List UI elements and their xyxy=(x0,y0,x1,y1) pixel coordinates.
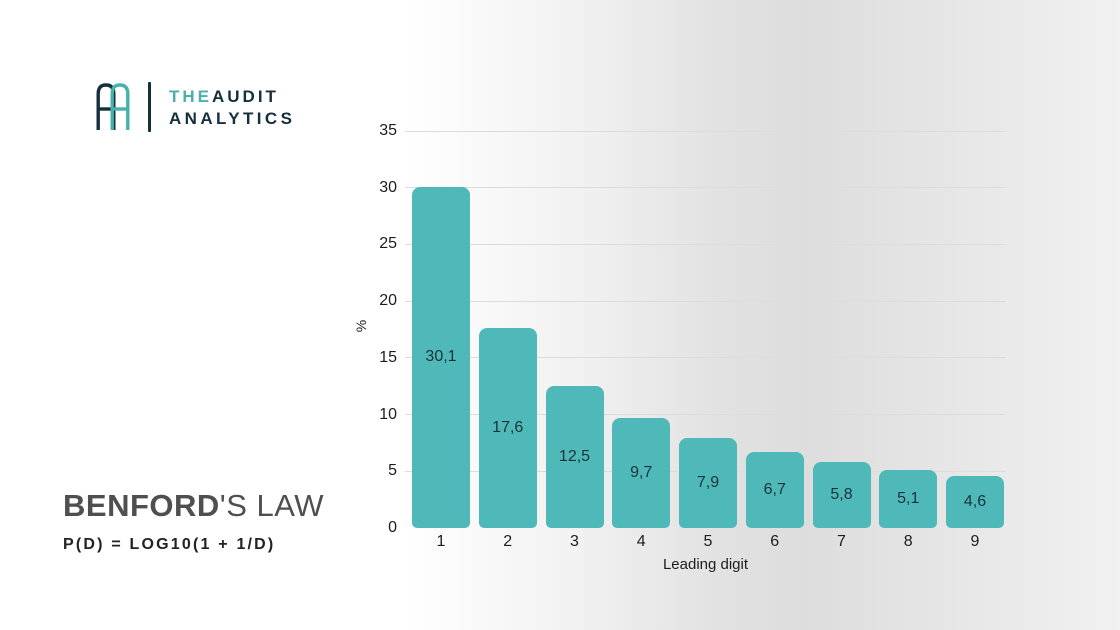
bar-digit-3 xyxy=(545,386,604,528)
logo-word-audit: AUDIT xyxy=(212,86,279,106)
benford-formula: P(D) = LOG10(1 + 1/D) xyxy=(63,536,276,553)
gridline-35 xyxy=(405,130,1006,132)
y-tick-label-35: 35 xyxy=(379,122,397,139)
logo: THEAUDIT ANALYTICS xyxy=(96,82,295,132)
bar-digit-5 xyxy=(679,438,737,528)
x-tick-label-1: 1 xyxy=(436,533,446,550)
bar-digit-4 xyxy=(612,417,671,528)
x-tick-label-3: 3 xyxy=(570,533,579,550)
bar-digit-9 xyxy=(946,475,1004,528)
logo-word-the: THE xyxy=(169,86,212,106)
gridline-30 xyxy=(405,187,1006,189)
bar-value-label-4: 9,7 xyxy=(630,463,653,481)
bar-digit-8 xyxy=(879,470,938,528)
page-title: BENFORD'S LAW xyxy=(63,488,324,524)
logo-text: THEAUDIT ANALYTICS xyxy=(169,88,295,127)
logo-line1: THEAUDIT xyxy=(169,88,295,105)
x-tick-label-2: 2 xyxy=(503,533,513,550)
gridline-20 xyxy=(405,300,1006,302)
x-tick-label-9: 9 xyxy=(970,533,980,550)
y-tick-label-25: 25 xyxy=(379,235,397,253)
bar-digit-7 xyxy=(812,462,871,528)
y-tick-label-30: 30 xyxy=(379,178,397,196)
page-title-bold: BENFORD xyxy=(63,488,220,523)
bar-digit-2 xyxy=(478,328,537,528)
bar-value-label-3: 12,5 xyxy=(558,448,591,466)
bar-digit-6 xyxy=(745,452,804,528)
y-tick-label-15: 15 xyxy=(379,348,397,366)
y-tick-label-10: 10 xyxy=(379,405,397,423)
gridline-15 xyxy=(405,357,1006,359)
gridline-25 xyxy=(405,243,1006,245)
y-tick-label-5: 5 xyxy=(388,462,397,480)
bar-value-label-6: 6,7 xyxy=(763,481,786,498)
x-tick-label-5: 5 xyxy=(703,533,713,550)
x-tick-label-4: 4 xyxy=(636,533,646,550)
bar-value-label-2: 17,6 xyxy=(492,419,524,437)
logo-divider xyxy=(148,82,151,132)
x-tick-label-7: 7 xyxy=(837,533,846,550)
x-axis-title: Leading digit xyxy=(662,556,749,573)
aa-monogram-icon xyxy=(96,83,130,130)
x-tick-label-8: 8 xyxy=(903,533,913,550)
bar-value-label-5: 7,9 xyxy=(696,474,720,492)
bar-value-label-8: 5,1 xyxy=(897,490,920,508)
y-tick-label-0: 0 xyxy=(388,519,397,536)
bar-value-label-1: 30,1 xyxy=(425,348,457,366)
bar-value-label-7: 5,8 xyxy=(830,486,853,504)
gridline-10 xyxy=(405,414,1006,416)
y-axis-title: % xyxy=(353,319,369,333)
logo-word-analytics: ANALYTICS xyxy=(169,108,296,128)
bar-value-label-9: 4,6 xyxy=(963,492,987,510)
page-title-rest: 'S LAW xyxy=(219,488,325,523)
y-tick-label-20: 20 xyxy=(379,292,397,310)
x-tick-label-6: 6 xyxy=(770,533,780,550)
bar-digit-1 xyxy=(412,186,470,528)
